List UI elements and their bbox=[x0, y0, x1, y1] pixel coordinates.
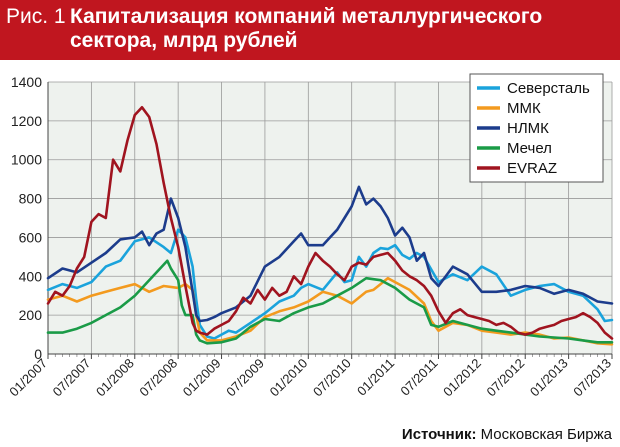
x-tick-label: 01/2010 bbox=[267, 356, 311, 400]
series-line-3 bbox=[46, 185, 614, 323]
x-tick-label: 01/2011 bbox=[354, 356, 397, 399]
legend-label: EVRAZ bbox=[507, 160, 557, 177]
x-tick-label: 01/2012 bbox=[440, 356, 484, 400]
y-tick-label: 400 bbox=[19, 268, 43, 284]
x-tick-label: 01/2007 bbox=[6, 356, 50, 400]
chart-title: Капитализация компаний металлургического… bbox=[70, 5, 543, 52]
x-tick-label: 07/2008 bbox=[136, 356, 180, 400]
y-tick-label: 1000 bbox=[11, 152, 42, 168]
legend-label: Северсталь bbox=[507, 80, 590, 97]
x-tick-label: 01/2009 bbox=[180, 356, 224, 400]
x-tick-label: 01/2013 bbox=[527, 356, 571, 400]
x-tick-label: 07/2011 bbox=[397, 356, 440, 399]
x-tick-label: 07/2007 bbox=[50, 356, 94, 400]
y-tick-label: 800 bbox=[19, 191, 43, 207]
x-tick-label: 07/2013 bbox=[570, 356, 614, 400]
y-tick-label: 0 bbox=[34, 346, 42, 362]
source-label: Источник: bbox=[401, 426, 477, 443]
y-tick-label: 1200 bbox=[11, 113, 42, 129]
source-value: Московская Биржа bbox=[480, 426, 612, 443]
y-tick-label: 600 bbox=[19, 229, 43, 245]
figure-number: Рис. 1 bbox=[6, 5, 66, 28]
legend-label: Мечел bbox=[507, 140, 552, 157]
x-tick-label: 07/2010 bbox=[310, 356, 354, 400]
x-tick-label: 07/2012 bbox=[484, 356, 528, 400]
title-bar: Рис. 1 Капитализация компаний металлурги… bbox=[0, 0, 620, 60]
source-note: Источник: Московская Биржа bbox=[402, 426, 612, 443]
y-tick-label: 1400 bbox=[11, 74, 42, 90]
x-tick-label: 01/2008 bbox=[93, 356, 137, 400]
series-line-1 bbox=[46, 228, 614, 340]
legend-label: ММК bbox=[507, 100, 541, 117]
y-tick-label: 200 bbox=[19, 307, 43, 323]
series-line-2 bbox=[46, 276, 614, 346]
legend-label: НЛМК bbox=[507, 120, 549, 137]
series-line-4 bbox=[46, 259, 614, 345]
x-tick-label: 07/2009 bbox=[223, 356, 267, 400]
series-line-5 bbox=[46, 106, 614, 340]
